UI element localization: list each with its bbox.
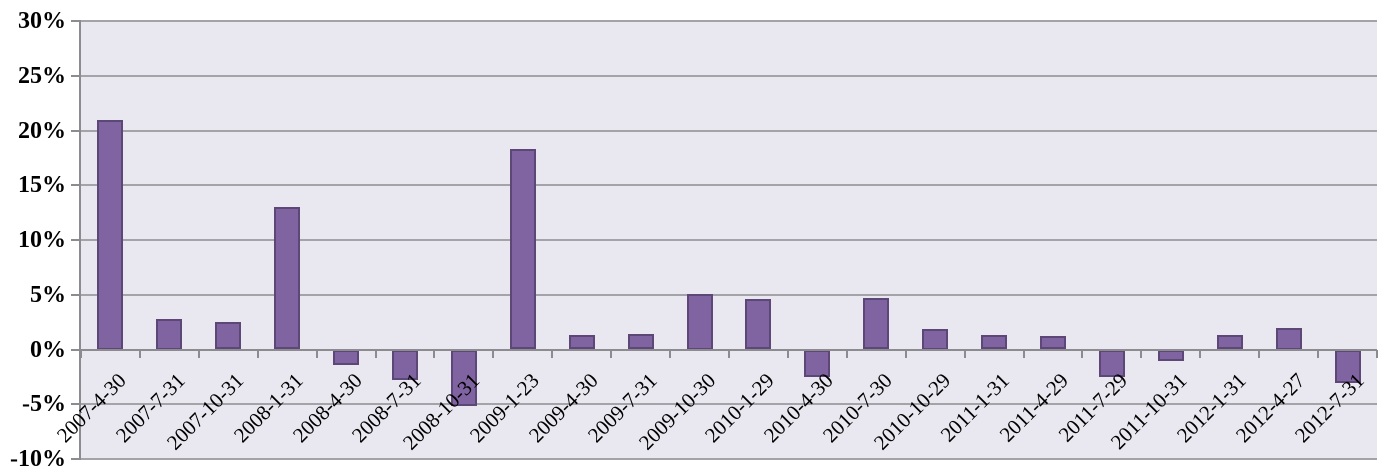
x-axis-tick [80,350,82,358]
y-axis-label: 25% [18,63,66,89]
x-axis-tick [375,350,377,358]
x-axis-tick [551,350,553,358]
y-gridline [81,130,1377,132]
y-axis-label: -5% [22,391,66,417]
bar [1276,328,1302,350]
y-gridline [81,20,1377,22]
y-axis-label: -10% [10,446,66,472]
y-gridline [81,294,1377,296]
y-axis-tick [71,239,81,241]
bar [569,335,595,349]
bar [333,350,359,365]
x-axis-tick [1140,350,1142,358]
y-gridline [81,403,1377,405]
bar [156,319,182,350]
y-axis-label: 20% [18,118,66,144]
y-gridline [81,184,1377,186]
y-axis-tick [71,403,81,405]
y-axis-tick [71,184,81,186]
bar [1335,350,1361,383]
y-axis-label: 5% [30,282,66,308]
bar [1217,335,1243,349]
y-gridline [81,239,1377,241]
x-axis-tick [846,350,848,358]
x-axis-tick [1081,350,1083,358]
x-axis-tick [257,350,259,358]
bar [451,350,477,406]
bar [97,120,123,350]
y-gridline [81,458,1377,460]
bar [628,334,654,349]
y-axis-tick [71,130,81,132]
y-axis-tick [71,349,81,351]
y-axis-line [79,21,81,459]
y-axis-tick [71,75,81,77]
bar [745,299,771,349]
x-axis-tick [1258,350,1260,358]
bar [922,329,948,350]
y-axis-tick [71,458,81,460]
x-axis-tick [905,350,907,358]
y-axis-label: 15% [18,172,66,198]
x-axis-tick [1199,350,1201,358]
bar [1099,350,1125,377]
bar [392,350,418,380]
bar [804,350,830,377]
y-axis-label: 0% [30,337,66,363]
bar [981,335,1007,349]
y-axis-tick [71,294,81,296]
bar [1040,336,1066,349]
bar [1158,350,1184,361]
y-axis-label: 10% [18,227,66,253]
bar [863,298,889,349]
x-axis-tick [492,350,494,358]
x-axis-tick [433,350,435,358]
y-gridline [81,75,1377,77]
bar [215,322,241,349]
bar [274,207,300,349]
x-axis-tick [964,350,966,358]
bar [510,149,536,349]
x-axis-tick [610,350,612,358]
x-axis-tick [1376,350,1378,358]
y-axis-tick [71,20,81,22]
x-axis-line [81,349,1377,351]
x-axis-tick [787,350,789,358]
x-axis-tick [139,350,141,358]
x-axis-tick [728,350,730,358]
bar [687,294,713,350]
x-axis-tick [669,350,671,358]
y-axis-label: 30% [18,8,66,34]
x-axis-tick [1317,350,1319,358]
x-axis-tick [316,350,318,358]
x-axis-tick [1023,350,1025,358]
x-axis-tick [198,350,200,358]
